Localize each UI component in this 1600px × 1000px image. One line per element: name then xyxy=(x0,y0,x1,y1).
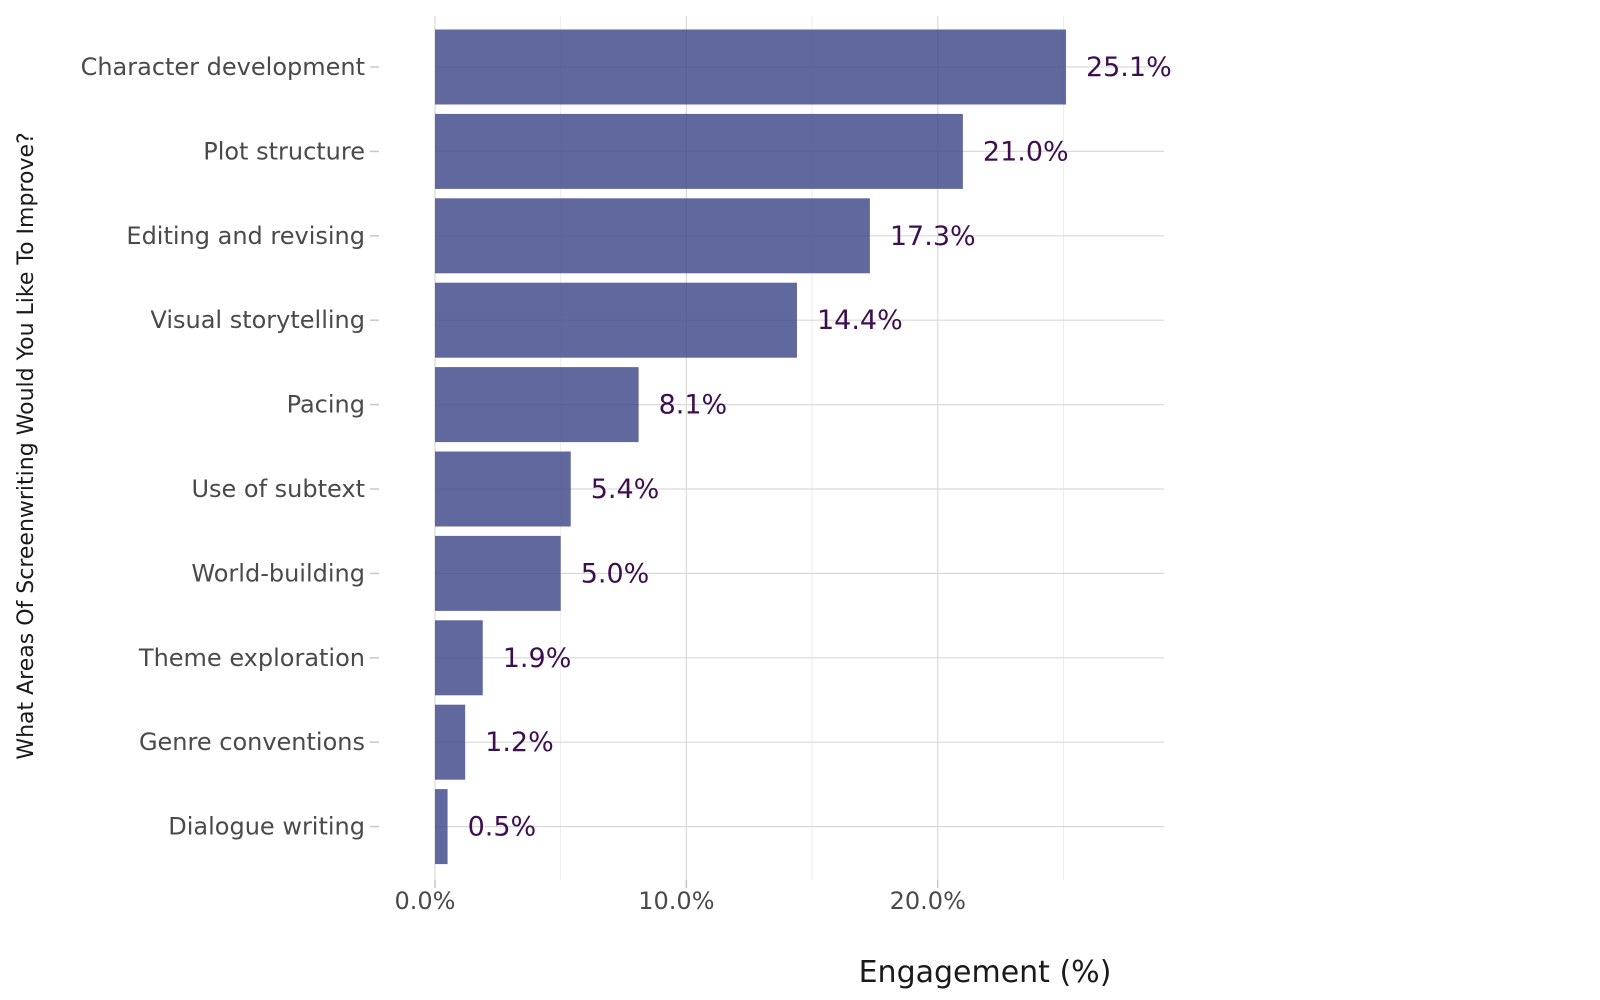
category-label: Use of subtext xyxy=(191,475,365,503)
bar xyxy=(435,535,561,611)
bar-value-label: 5.0% xyxy=(581,558,650,589)
category-label: Visual storytelling xyxy=(150,306,365,334)
category-label: Plot structure xyxy=(203,137,365,165)
value-labels: 25.1% 21.0% 17.3% 14.4% 8.1% 5.4% 5.0% 1.9% 1.2%… xyxy=(468,52,1172,843)
y-axis-title: What Areas Of Screenwriting Would You Li… xyxy=(14,132,39,759)
category-ticks xyxy=(370,66,379,828)
bars xyxy=(435,29,1066,865)
bar-value-label: 8.1% xyxy=(659,390,728,421)
bar xyxy=(435,704,466,780)
bar xyxy=(435,282,797,358)
x-tick-label: 10.0% xyxy=(638,887,714,915)
bar-value-label: 1.2% xyxy=(485,727,554,758)
bar-value-label: 5.4% xyxy=(591,474,660,505)
bar-value-label: 17.3% xyxy=(890,221,976,252)
category-label: Theme exploration xyxy=(138,644,365,672)
bar-value-label: 21.0% xyxy=(983,136,1069,167)
bar xyxy=(435,789,448,865)
category-label: Editing and revising xyxy=(126,222,365,250)
bar xyxy=(435,113,963,189)
category-label: World-building xyxy=(191,559,365,587)
bar xyxy=(435,29,1066,105)
bar-value-label: 25.1% xyxy=(1086,52,1172,83)
x-axis-ticks xyxy=(434,880,939,888)
bar xyxy=(435,451,571,527)
category-label: Dialogue writing xyxy=(168,813,365,841)
x-axis-title: Engagement (%) xyxy=(859,955,1112,990)
bar xyxy=(435,367,639,443)
bar xyxy=(435,198,870,274)
bar-value-label: 1.9% xyxy=(503,643,572,674)
bar xyxy=(435,620,483,696)
category-label: Character development xyxy=(81,53,365,81)
bar-value-label: 0.5% xyxy=(468,812,537,843)
x-axis-tick-labels: 0.0% 10.0% 20.0% xyxy=(395,887,966,915)
x-tick-label: 20.0% xyxy=(890,887,966,915)
category-label: Genre conventions xyxy=(139,728,365,756)
bar-value-label: 14.4% xyxy=(817,305,903,336)
x-tick-label: 0.0% xyxy=(395,887,456,915)
category-label: Pacing xyxy=(287,391,365,419)
category-labels: Character development Plot structure Editi… xyxy=(81,53,365,841)
